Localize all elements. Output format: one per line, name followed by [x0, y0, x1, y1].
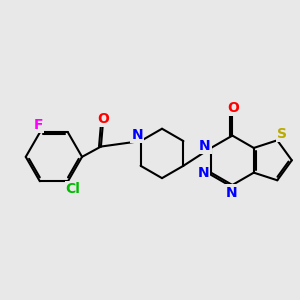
Text: N: N [199, 139, 211, 153]
Text: O: O [98, 112, 109, 126]
Text: N: N [226, 186, 238, 200]
Text: N: N [131, 128, 143, 142]
Text: Cl: Cl [66, 182, 81, 196]
Text: F: F [33, 118, 43, 132]
Text: O: O [227, 101, 239, 115]
Text: S: S [278, 127, 287, 141]
Text: N: N [198, 166, 209, 180]
